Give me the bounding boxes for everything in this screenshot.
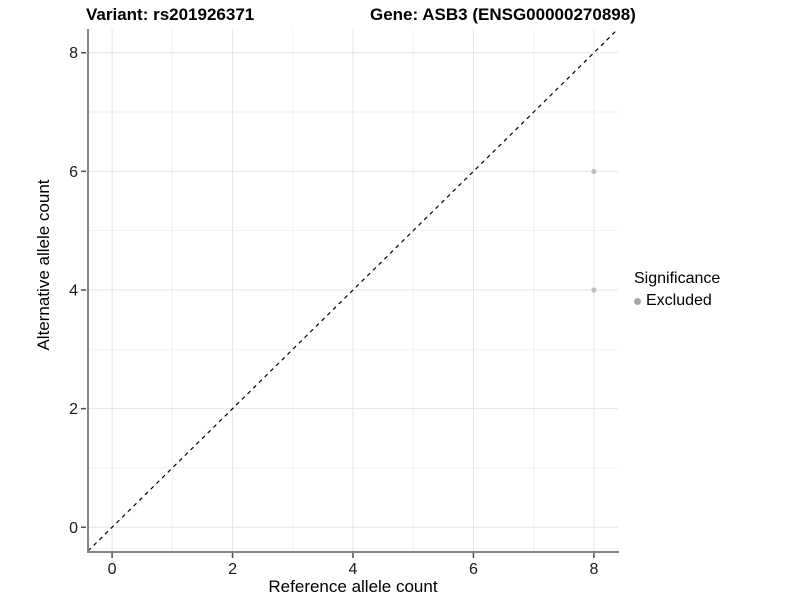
y-tick-label: 6	[69, 164, 78, 181]
x-tick-label: 4	[349, 561, 358, 578]
identity-dashed-line	[87, 28, 619, 552]
x-tick-label: 6	[469, 561, 478, 578]
legend: Significance Excluded	[634, 270, 720, 310]
y-tick-label: 4	[69, 283, 78, 300]
x-tick-label: 8	[589, 561, 598, 578]
plot-title-variant: Variant: rs201926371	[86, 5, 255, 24]
y-tick-label: 8	[69, 45, 78, 62]
data-point-excluded	[591, 168, 597, 174]
legend-item-label: Excluded	[646, 292, 712, 309]
data-point-excluded	[591, 287, 597, 293]
x-axis-title: Reference allele count	[268, 577, 438, 596]
legend-item-excluded: Excluded	[634, 292, 720, 310]
y-tick-label: 2	[69, 401, 78, 418]
x-tick-label: 0	[108, 561, 117, 578]
x-tick-label: 2	[228, 561, 237, 578]
legend-key-dot	[634, 297, 641, 305]
legend-title: Significance	[634, 270, 721, 287]
plot-title-gene: Gene: ASB3 (ENSG00000270898)	[370, 5, 636, 24]
y-tick-label: 0	[69, 520, 78, 537]
